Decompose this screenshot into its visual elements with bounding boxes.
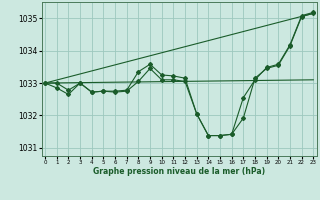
- X-axis label: Graphe pression niveau de la mer (hPa): Graphe pression niveau de la mer (hPa): [93, 167, 265, 176]
